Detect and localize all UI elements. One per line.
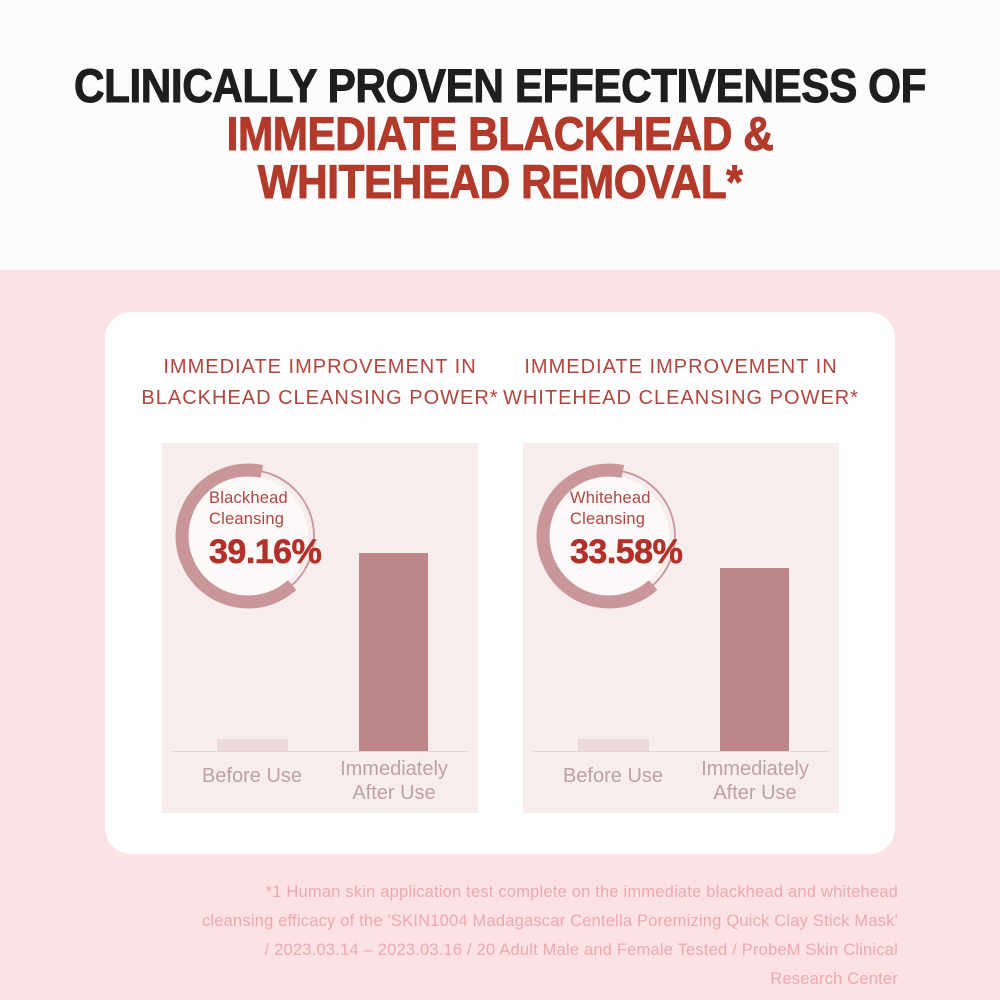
whitehead-after-label: Immediately After Use [701,758,809,804]
main-title: CLINICALLY PROVEN EFFECTIVENESS OF IMMED… [0,59,1000,208]
blackhead-after-bar [359,553,428,751]
blackhead-chart-title-line-2: BLACKHEAD CLEANSING POWER* [141,387,499,409]
footnote-line-3: / 2023.03.14 – 2023.03.16 / 20 Adult Mal… [264,941,898,959]
main-title-line-3: WHITEHEAD REMOVAL* [257,155,743,208]
whitehead-donut-label-line-1: Whitehead [570,489,651,507]
whitehead-after-bar [720,568,789,751]
whitehead-donut-label-line-2: Cleansing [570,510,646,528]
main-title-line-1: CLINICALLY PROVEN EFFECTIVENESS OF [74,59,927,112]
blackhead-after-label: Immediately After Use [340,758,448,804]
blackhead-donut-label: Blackhead Cleansing [209,488,329,530]
whitehead-donut-ring-icon [536,463,682,609]
whitehead-chart-title-line-2: WHITEHEAD CLEANSING POWER* [502,387,860,409]
main-title-line-2: IMMEDIATE BLACKHEAD & [226,107,774,160]
blackhead-donut-value: 39.16% [209,533,322,572]
blackhead-donut-label-line-1: Blackhead [209,489,288,507]
whitehead-before-label: Before Use [562,765,664,787]
whitehead-donut-text: Whitehead Cleansing 33.58% [570,488,690,572]
blackhead-before-bar [217,739,288,751]
results-card: IMMEDIATE IMPROVEMENT IN BLACKHEAD CLEAN… [105,312,895,854]
blackhead-donut-ring-icon [175,463,321,609]
whitehead-chart-title: IMMEDIATE IMPROVEMENT IN WHITEHEAD CLEAN… [476,352,886,414]
whitehead-chart-title-line-1: IMMEDIATE IMPROVEMENT IN [524,356,838,378]
blackhead-donut-label-line-2: Cleansing [209,510,285,528]
whitehead-axis-baseline [533,751,829,752]
clinical-test-footnote: *1 Human skin application test complete … [178,878,898,994]
header-band: CLINICALLY PROVEN EFFECTIVENESS OF IMMED… [0,0,1000,270]
blackhead-axis-baseline [172,751,468,752]
blackhead-chart-title-line-1: IMMEDIATE IMPROVEMENT IN [163,356,477,378]
whitehead-before-bar [578,739,649,751]
blackhead-before-label: Before Use [201,765,303,787]
footnote-line-4: Research Center [770,970,898,988]
whitehead-donut-label: Whitehead Cleansing [570,488,690,530]
blackhead-chart-panel: Blackhead Cleansing 39.16% Before Use Im… [162,443,478,813]
footnote-line-2: cleansing efficacy of the 'SKIN1004 Mada… [201,912,898,930]
whitehead-chart-panel: Whitehead Cleansing 33.58% Before Use Im… [523,443,839,813]
whitehead-donut-value: 33.58% [570,533,683,572]
blackhead-chart-title: IMMEDIATE IMPROVEMENT IN BLACKHEAD CLEAN… [115,352,525,414]
blackhead-donut-text: Blackhead Cleansing 39.16% [209,488,329,572]
footnote-line-1: *1 Human skin application test complete … [265,883,898,901]
